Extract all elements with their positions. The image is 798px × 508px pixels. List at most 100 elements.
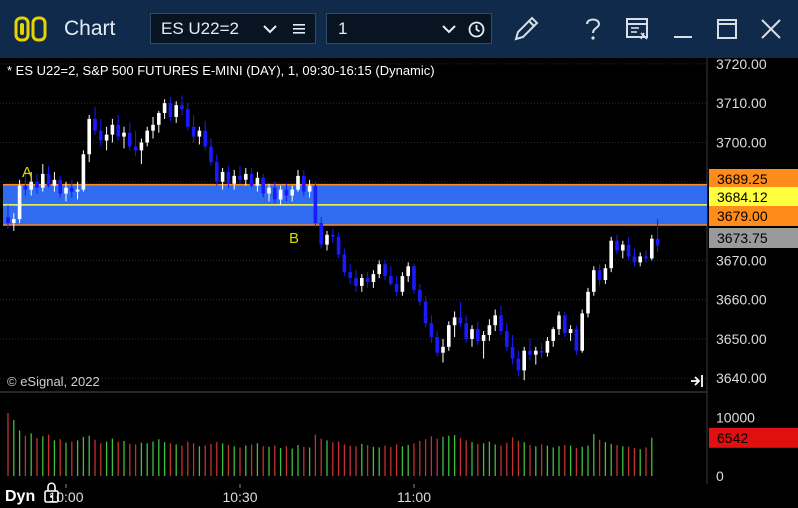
candle-body[interactable] — [394, 283, 399, 292]
minimize-icon[interactable] — [668, 14, 698, 44]
layout-icon[interactable] — [622, 14, 652, 44]
candle-body[interactable] — [133, 146, 138, 151]
candle-body[interactable] — [568, 329, 573, 334]
candle-body[interactable] — [122, 132, 126, 137]
candle-body[interactable] — [58, 179, 62, 194]
candle-body[interactable] — [626, 244, 631, 257]
candle-body[interactable] — [128, 132, 132, 147]
candle-body[interactable] — [174, 105, 178, 117]
candle-body[interactable] — [574, 329, 579, 351]
candle-body[interactable] — [220, 171, 225, 182]
candle-body[interactable] — [522, 350, 526, 371]
candle-body[interactable] — [267, 187, 271, 194]
candle-body[interactable] — [539, 350, 544, 353]
symbol-value[interactable]: ES U22=2 — [161, 19, 239, 38]
candle-body[interactable] — [99, 130, 103, 141]
candle-body[interactable] — [104, 134, 109, 141]
candle-body[interactable] — [418, 289, 422, 302]
app-toggle-icon[interactable] — [14, 16, 50, 42]
candle-body[interactable] — [505, 331, 509, 347]
candle-body[interactable] — [342, 254, 347, 273]
candle-body[interactable] — [389, 276, 393, 284]
price-tag-label[interactable]: 3679.00 — [717, 208, 768, 224]
candle-body[interactable] — [638, 256, 642, 263]
candle-body[interactable] — [447, 325, 451, 347]
candle-body[interactable] — [481, 335, 486, 341]
candle-body[interactable] — [325, 234, 329, 245]
candle-body[interactable] — [400, 276, 405, 292]
candle-body[interactable] — [586, 291, 590, 314]
candle-body[interactable] — [592, 270, 596, 292]
candle-body[interactable] — [452, 317, 457, 326]
candle-body[interactable] — [52, 179, 57, 186]
candle-body[interactable] — [609, 240, 613, 269]
candle-body[interactable] — [180, 105, 184, 110]
candle-body[interactable] — [551, 329, 555, 341]
candle-body[interactable] — [12, 219, 16, 224]
candle-body[interactable] — [528, 350, 532, 355]
candle-body[interactable] — [429, 323, 434, 337]
candle-body[interactable] — [186, 109, 190, 127]
candle-body[interactable] — [655, 238, 660, 246]
candle-body[interactable] — [17, 185, 22, 220]
candle-body[interactable] — [302, 175, 306, 192]
candle-body[interactable] — [516, 358, 521, 371]
candle-body[interactable] — [365, 278, 370, 282]
candle-body[interactable] — [35, 181, 39, 188]
candle-body[interactable] — [383, 264, 387, 277]
candle-body[interactable] — [615, 240, 619, 251]
candle-body[interactable] — [64, 187, 68, 194]
candle-body[interactable] — [81, 154, 86, 190]
candle-body[interactable] — [116, 124, 120, 137]
candle-body[interactable] — [354, 278, 358, 286]
candle-body[interactable] — [580, 313, 584, 351]
candle-body[interactable] — [632, 256, 637, 263]
clock-icon[interactable] — [466, 20, 486, 38]
candle-body[interactable] — [23, 185, 28, 190]
list-icon[interactable] — [289, 21, 309, 37]
chevron-down-icon[interactable] — [439, 21, 459, 37]
candle-body[interactable] — [487, 325, 492, 336]
candle-body[interactable] — [249, 173, 254, 186]
candle-body[interactable] — [464, 323, 468, 339]
candle-body[interactable] — [191, 126, 196, 137]
candle-body[interactable] — [6, 217, 10, 224]
candle-body[interactable] — [255, 177, 260, 186]
candle-body[interactable] — [441, 346, 445, 353]
pencil-icon[interactable] — [509, 12, 543, 46]
candle-body[interactable] — [435, 336, 439, 353]
candle-body[interactable] — [209, 146, 213, 163]
candle-body[interactable] — [331, 234, 335, 237]
candle-body[interactable] — [46, 173, 51, 186]
scroll-to-end-icon[interactable] — [691, 375, 703, 387]
lock-icon[interactable] — [44, 482, 59, 503]
price-tag[interactable] — [709, 169, 798, 189]
candle-body[interactable] — [603, 268, 608, 281]
candle-body[interactable] — [493, 315, 497, 326]
candle-body[interactable] — [348, 272, 352, 279]
candle-body[interactable] — [470, 329, 474, 339]
candle-body[interactable] — [563, 315, 567, 334]
close-icon[interactable] — [756, 14, 786, 44]
candle-body[interactable] — [273, 187, 277, 200]
candle-body[interactable] — [203, 130, 207, 147]
candle-body[interactable] — [336, 236, 341, 255]
interval-input[interactable]: 1 — [326, 13, 492, 44]
candle-body[interactable] — [278, 189, 283, 200]
label-a[interactable]: A — [22, 164, 32, 181]
candle-body[interactable] — [197, 130, 202, 137]
candle-body[interactable] — [290, 189, 294, 196]
candle-body[interactable] — [644, 256, 648, 259]
maximize-icon[interactable] — [712, 14, 742, 44]
candle-body[interactable] — [110, 124, 115, 135]
candle-body[interactable] — [406, 266, 410, 277]
candle-body[interactable] — [423, 301, 428, 324]
candle-body[interactable] — [70, 187, 74, 192]
candle-body[interactable] — [476, 329, 480, 341]
interval-value[interactable]: 1 — [338, 19, 348, 38]
candle-body[interactable] — [597, 270, 602, 281]
candle-body[interactable] — [244, 173, 248, 180]
candle-body[interactable] — [412, 266, 416, 290]
candle-body[interactable] — [284, 189, 289, 196]
candle-body[interactable] — [87, 118, 91, 155]
